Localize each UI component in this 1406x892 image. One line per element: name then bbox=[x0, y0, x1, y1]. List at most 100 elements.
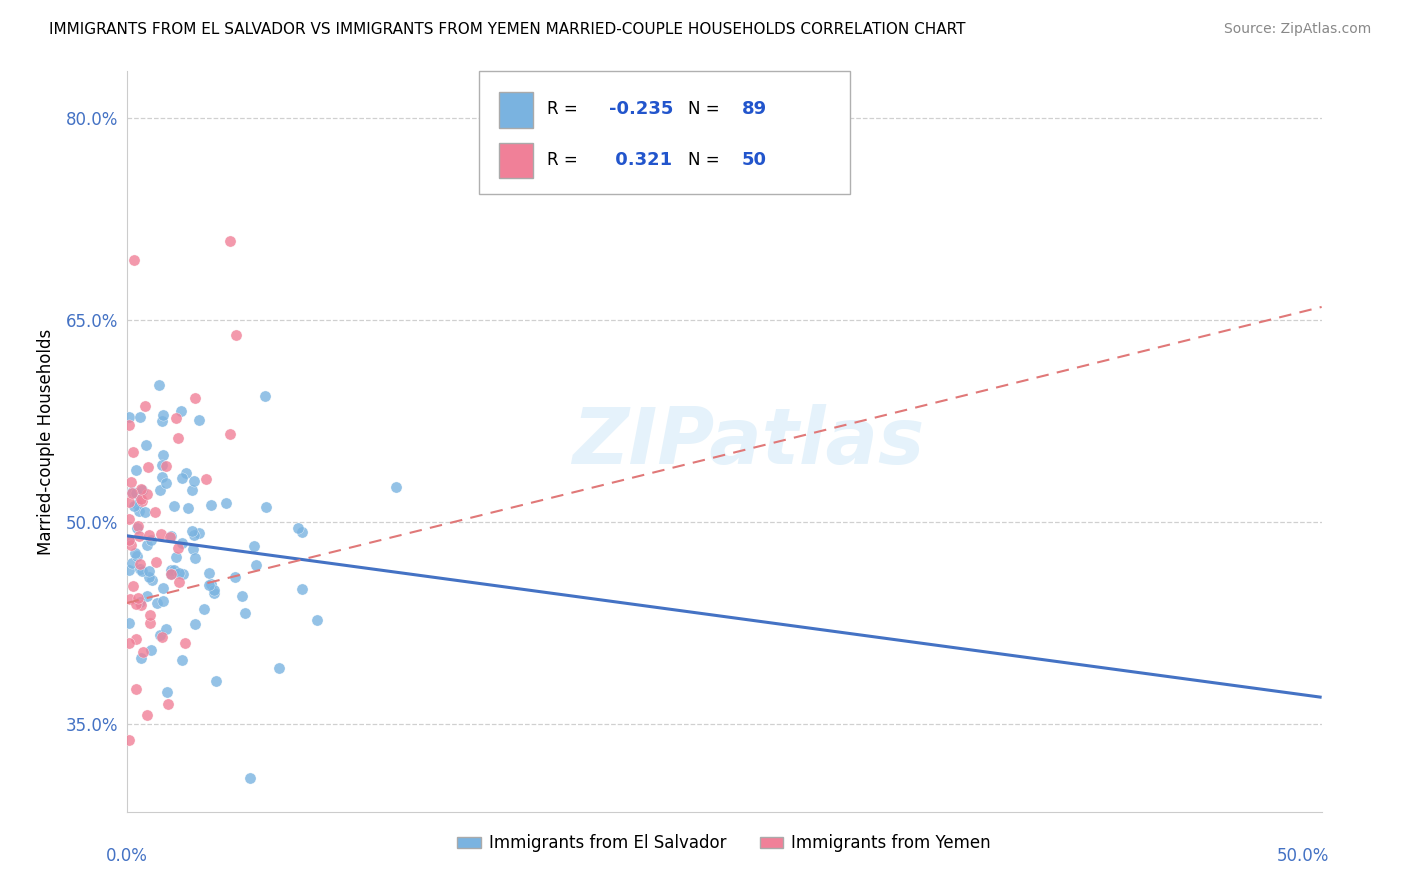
Point bbox=[145, 555, 167, 569]
Bar bbox=[499, 92, 533, 128]
Point bbox=[291, 525, 314, 540]
Point bbox=[128, 529, 150, 543]
Point bbox=[269, 661, 291, 675]
Point bbox=[183, 474, 205, 488]
Point bbox=[183, 528, 205, 542]
Point bbox=[163, 563, 186, 577]
Point bbox=[149, 628, 172, 642]
Point bbox=[131, 493, 153, 508]
Text: N =: N = bbox=[689, 151, 725, 169]
Point bbox=[146, 596, 169, 610]
Point bbox=[239, 771, 262, 785]
Point bbox=[165, 549, 187, 564]
Point bbox=[160, 566, 183, 581]
Point bbox=[141, 573, 163, 587]
Point bbox=[125, 486, 148, 500]
Point bbox=[166, 541, 188, 555]
Point bbox=[163, 499, 186, 513]
Point bbox=[184, 392, 207, 406]
Point bbox=[195, 472, 218, 486]
Point bbox=[121, 556, 143, 570]
Point bbox=[172, 567, 194, 582]
Point bbox=[121, 486, 143, 500]
Point bbox=[159, 563, 181, 577]
Point bbox=[155, 475, 177, 490]
Bar bbox=[499, 143, 533, 178]
Point bbox=[125, 632, 148, 646]
Point bbox=[118, 533, 141, 547]
Point bbox=[149, 526, 172, 541]
Point bbox=[225, 328, 247, 343]
Point bbox=[118, 615, 141, 630]
Text: 50: 50 bbox=[742, 151, 768, 169]
Point bbox=[180, 483, 202, 497]
Point bbox=[129, 557, 152, 571]
Point bbox=[139, 607, 162, 622]
Point bbox=[127, 591, 149, 606]
Point bbox=[120, 538, 142, 552]
Point bbox=[122, 499, 145, 513]
Point bbox=[169, 566, 191, 581]
Point bbox=[384, 479, 406, 493]
Point bbox=[170, 471, 193, 485]
Point bbox=[141, 642, 163, 657]
Point bbox=[215, 496, 238, 510]
Point bbox=[131, 482, 153, 496]
Point bbox=[156, 697, 179, 711]
Point bbox=[184, 617, 207, 632]
Point bbox=[172, 653, 194, 667]
Point bbox=[149, 483, 172, 497]
Point bbox=[287, 520, 309, 534]
Point bbox=[125, 549, 148, 563]
Point bbox=[159, 529, 181, 543]
Point bbox=[138, 564, 160, 578]
Point bbox=[129, 595, 152, 609]
Point bbox=[118, 533, 141, 547]
Point bbox=[160, 567, 183, 582]
Point bbox=[188, 413, 211, 427]
Point bbox=[138, 616, 160, 631]
Point bbox=[254, 500, 277, 515]
Point bbox=[129, 409, 152, 424]
Point bbox=[155, 458, 177, 473]
Text: 50.0%: 50.0% bbox=[1277, 847, 1329, 865]
Point bbox=[128, 504, 150, 518]
Point bbox=[127, 519, 149, 533]
Y-axis label: Married-couple Households: Married-couple Households bbox=[37, 328, 55, 555]
Text: N =: N = bbox=[689, 101, 725, 119]
Point bbox=[231, 589, 253, 603]
Point bbox=[129, 492, 152, 507]
Point bbox=[152, 582, 174, 596]
Point bbox=[167, 575, 190, 590]
Point bbox=[305, 613, 328, 627]
Point bbox=[181, 541, 204, 556]
Point bbox=[118, 512, 141, 526]
Point bbox=[152, 408, 174, 422]
Point bbox=[253, 389, 276, 403]
Text: R =: R = bbox=[547, 101, 583, 119]
Text: R =: R = bbox=[547, 151, 583, 169]
Point bbox=[125, 681, 148, 696]
Point bbox=[131, 645, 153, 659]
Point bbox=[202, 586, 225, 600]
Point bbox=[184, 550, 207, 565]
Point bbox=[150, 414, 173, 428]
Point bbox=[291, 582, 314, 596]
Point bbox=[135, 590, 157, 604]
Text: ZIPatlas: ZIPatlas bbox=[572, 403, 924, 480]
Point bbox=[172, 536, 194, 550]
Point bbox=[174, 466, 197, 480]
Point bbox=[138, 527, 160, 541]
Point bbox=[125, 598, 148, 612]
Text: 89: 89 bbox=[742, 101, 768, 119]
Point bbox=[134, 399, 156, 413]
Point bbox=[124, 546, 146, 560]
Legend: Immigrants from El Salvador, Immigrants from Yemen: Immigrants from El Salvador, Immigrants … bbox=[450, 828, 998, 859]
Point bbox=[245, 558, 267, 572]
Point bbox=[136, 537, 159, 551]
Point bbox=[125, 463, 148, 477]
Point bbox=[152, 458, 174, 473]
Point bbox=[198, 578, 221, 592]
Text: Source: ZipAtlas.com: Source: ZipAtlas.com bbox=[1223, 22, 1371, 37]
Point bbox=[165, 411, 187, 425]
